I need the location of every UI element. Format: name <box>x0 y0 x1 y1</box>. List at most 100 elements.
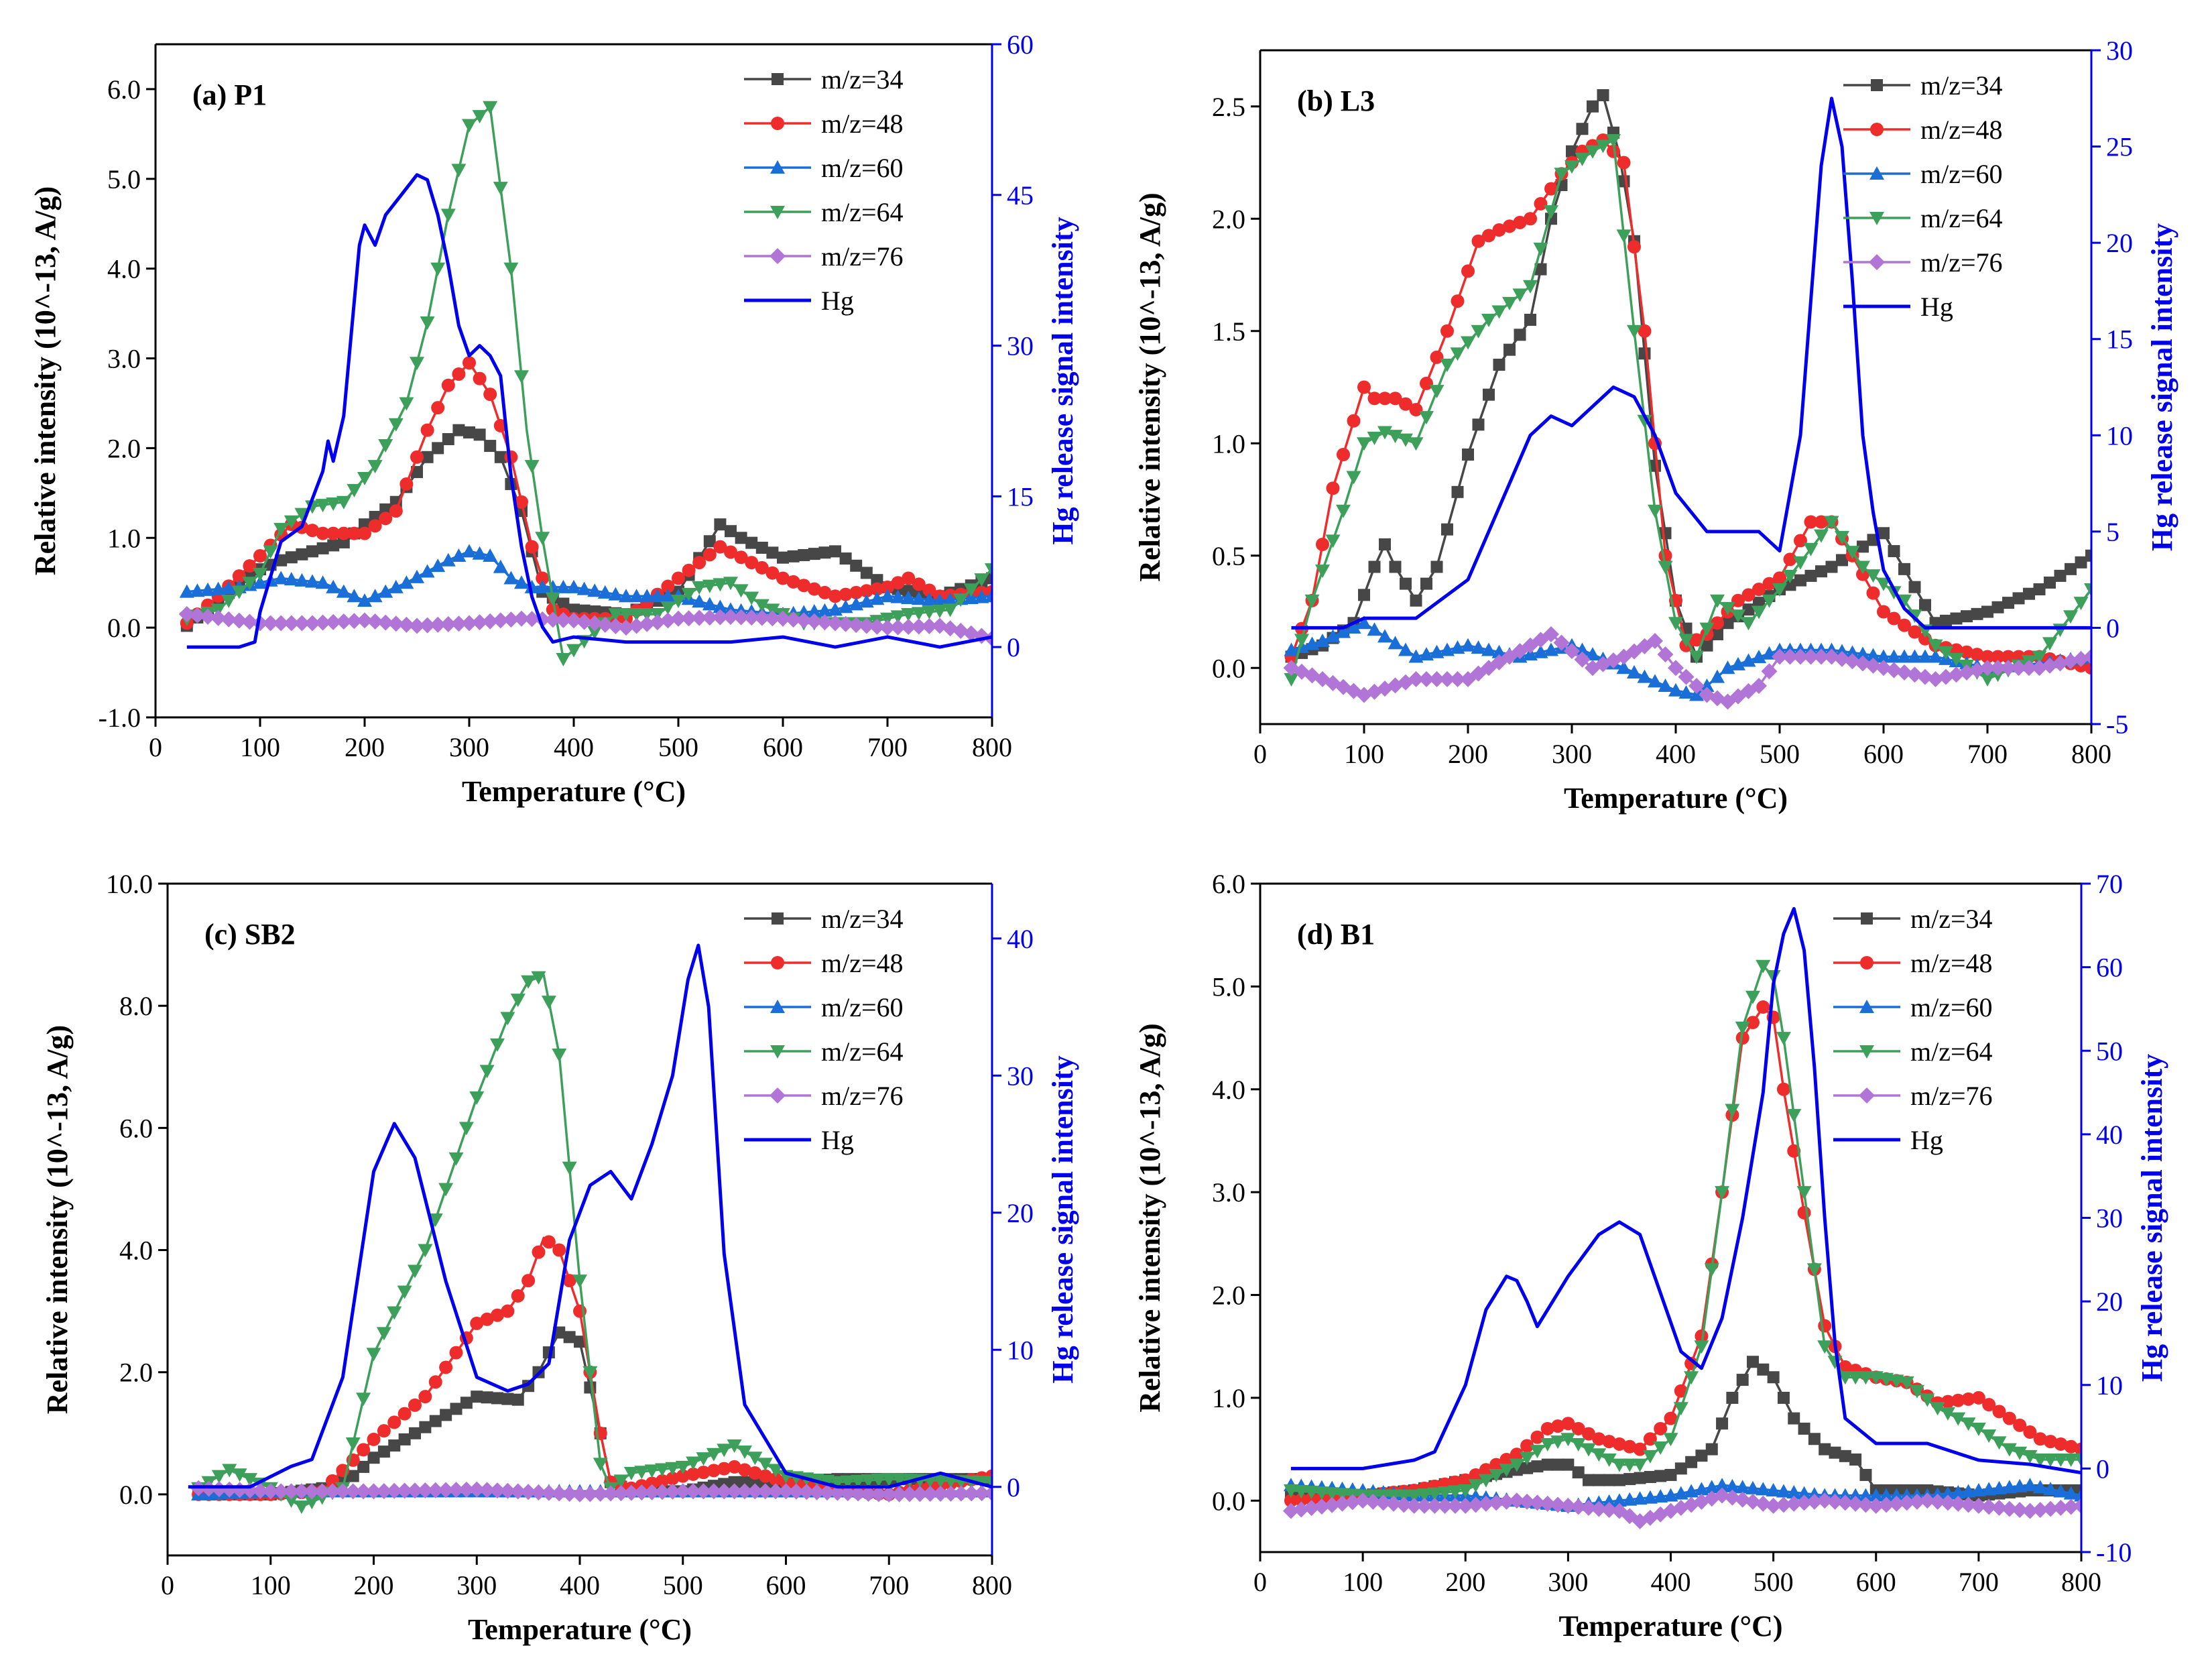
legend-marker <box>1859 1000 1874 1013</box>
data-point-mz76 <box>1334 1495 1351 1512</box>
data-point-mz48 <box>1804 515 1818 529</box>
data-point-mz48 <box>473 371 487 386</box>
data-point-mz64 <box>623 1467 639 1481</box>
data-point-mz60 <box>1346 619 1361 634</box>
data-point-mz60 <box>639 589 655 603</box>
data-point-mz64 <box>2074 1453 2081 1467</box>
legend-label: m/z=60 <box>821 992 904 1022</box>
data-point-mz76 <box>440 616 456 633</box>
data-point-mz76 <box>417 1482 434 1498</box>
y2-tick-label: 30 <box>2106 36 2133 66</box>
data-point-mz64 <box>922 605 937 619</box>
data-point-mz76 <box>691 609 708 626</box>
data-point-mz76 <box>1938 668 1954 685</box>
data-point-mz48 <box>1561 1417 1575 1431</box>
data-point-mz76 <box>808 1484 825 1500</box>
data-point-mz64 <box>1554 168 1569 182</box>
data-point-mz60 <box>922 592 937 606</box>
data-point-mz48 <box>1898 618 1911 632</box>
y2-tick-label: 0 <box>1007 1472 1020 1502</box>
data-point-mz76 <box>607 617 624 634</box>
data-point-mz76 <box>1406 1497 1422 1514</box>
data-point-mz60 <box>817 603 833 617</box>
data-point-mz48 <box>480 1312 494 1326</box>
data-point-mz60 <box>1315 634 1330 648</box>
data-point-mz60 <box>806 604 822 618</box>
data-point-mz48 <box>2002 1411 2016 1425</box>
data-point-mz60 <box>200 582 215 596</box>
data-point-mz48 <box>2013 1418 2027 1432</box>
data-point-mz60 <box>1752 650 1766 664</box>
data-point-mz64 <box>458 1122 474 1136</box>
data-point-mz76 <box>524 611 540 628</box>
data-point-mz60 <box>890 589 906 603</box>
data-point-mz48 <box>1961 1392 1975 1406</box>
y2-tick-label: 45 <box>1007 180 1034 211</box>
y-tick-label: 3.0 <box>1212 1177 1245 1207</box>
legend-label: m/z=48 <box>821 948 904 978</box>
legend-label: m/z=48 <box>1910 948 1993 978</box>
data-point-mz64 <box>556 652 571 666</box>
data-point-mz64 <box>211 1470 227 1484</box>
data-point-mz48 <box>232 569 246 583</box>
data-point-mz64 <box>851 1474 866 1488</box>
data-point-mz64 <box>1314 1486 1329 1500</box>
data-point-mz76 <box>785 611 802 628</box>
data-point-mz64 <box>410 357 424 371</box>
data-point-mz76 <box>1909 1493 1925 1510</box>
x-tick-label: 600 <box>763 732 803 762</box>
y-tick-label: 6.0 <box>1212 869 1245 899</box>
data-point-mz48 <box>849 585 863 599</box>
data-point-mz34 <box>1521 1462 1534 1474</box>
legend-marker <box>772 912 784 925</box>
data-point-mz64 <box>671 594 686 608</box>
data-point-mz64 <box>545 592 560 606</box>
data-point-mz60 <box>629 589 644 603</box>
data-point-mz48 <box>243 559 257 573</box>
data-point-mz48 <box>357 1443 371 1457</box>
data-point-mz76 <box>438 1482 454 1498</box>
data-point-mz76 <box>1375 1494 1392 1511</box>
data-point-mz64 <box>665 1462 680 1476</box>
x-tick-label: 400 <box>1656 739 1696 769</box>
data-point-mz34 <box>703 535 716 548</box>
data-point-mz60 <box>1741 653 1756 667</box>
data-point-mz48 <box>1741 588 1756 602</box>
data-point-mz76 <box>654 1484 670 1500</box>
y-tick-label: 0.0 <box>1212 653 1245 683</box>
data-point-mz60 <box>650 589 665 603</box>
data-point-mz60 <box>420 564 435 578</box>
data-point-mz48 <box>1571 1421 1585 1435</box>
data-point-mz34 <box>421 451 434 463</box>
data-point-mz76 <box>1813 648 1829 665</box>
data-point-mz48 <box>1981 650 1994 664</box>
data-point-mz48 <box>1664 1411 1678 1425</box>
data-point-mz64 <box>562 1161 577 1175</box>
data-point-mz34 <box>1929 617 1942 630</box>
data-point-mz76 <box>712 609 729 626</box>
data-point-mz48 <box>702 548 717 562</box>
data-point-mz34 <box>1888 545 1900 558</box>
data-point-mz48 <box>491 1308 504 1322</box>
data-point-mz34 <box>1777 1391 1790 1404</box>
data-point-mz64 <box>294 1500 309 1515</box>
y2-tick-label: 30 <box>1007 331 1034 361</box>
data-point-mz34 <box>1804 569 1817 582</box>
data-point-mz48 <box>797 579 811 593</box>
data-point-mz64 <box>1325 1487 1340 1501</box>
data-point-mz34 <box>511 1393 524 1406</box>
data-point-mz48 <box>765 566 780 580</box>
data-point-mz48 <box>367 1432 381 1446</box>
data-point-mz64 <box>1315 565 1330 579</box>
data-point-mz60 <box>1868 1488 1884 1502</box>
data-point-mz64 <box>531 971 546 985</box>
data-point-mz60 <box>1471 640 1486 654</box>
data-point-mz34 <box>1878 527 1890 540</box>
data-point-mz76 <box>1570 1498 1587 1515</box>
data-point-mz76 <box>1428 671 1445 687</box>
data-point-mz64 <box>2063 610 2078 624</box>
data-point-mz76 <box>503 611 519 628</box>
data-point-mz48 <box>922 583 936 597</box>
data-point-mz60 <box>1786 1485 1802 1499</box>
series-line-hg <box>1290 906 2081 1475</box>
